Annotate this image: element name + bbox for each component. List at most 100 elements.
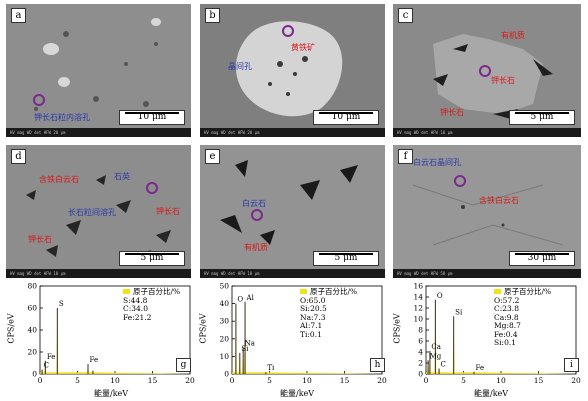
legend-title: 原子百分比/%	[133, 287, 181, 296]
y-tick-label: 40	[219, 299, 229, 308]
x-tick-label: 15	[534, 376, 544, 385]
sem-infobar: HV mag WD det HFW 10 μm	[200, 269, 385, 278]
scale-bar: 30 μm	[509, 251, 575, 266]
x-tick-label: 10	[110, 376, 120, 385]
composition-line: C:23.8	[494, 304, 519, 313]
sem-infobar: HV mag WD det HFW 10 μm	[393, 128, 581, 137]
x-tick-label: 0	[38, 376, 43, 385]
composition-line: Na:7.3	[300, 312, 326, 322]
x-tick-label: 10	[302, 376, 312, 385]
x-axis-label: 能量/keV	[280, 389, 315, 398]
x-tick-label: 10	[496, 376, 506, 385]
panel-label: e	[205, 149, 220, 164]
x-tick-label: 5	[267, 376, 272, 385]
chart-tag: i	[564, 358, 579, 372]
x-tick-label: 15	[148, 376, 158, 385]
composition-line: Mg:8.7	[494, 321, 521, 330]
x-tick-label: 20	[571, 376, 581, 385]
x-tick-label: 20	[185, 376, 195, 385]
y-tick-label: 20	[219, 334, 229, 343]
annotation: 有机质	[501, 31, 525, 40]
sem-image-b	[200, 4, 385, 137]
y-tick-label: 30	[219, 317, 229, 326]
legend-swatch	[494, 289, 501, 294]
y-tick-label: 0	[418, 370, 423, 379]
scale-label: 10 μm	[137, 112, 167, 122]
annotation: 长石粒间溶孔	[68, 208, 116, 217]
y-tick-label: 10	[219, 352, 229, 361]
scale-bar: 10 μm	[119, 110, 185, 125]
y-tick-label: 40	[27, 326, 37, 335]
peak-label: Mg	[430, 352, 442, 360]
panel-label: d	[11, 149, 26, 164]
sem-panel-c: c 有机质 钾长石 钾长石 5 μm HV mag WD det HFW 10 …	[393, 4, 581, 137]
eds-plot-g: 0 5 10 15 20 0 20 40 60 80 C S Fe Fe	[27, 282, 195, 385]
y-tick-label: 80	[27, 282, 37, 291]
y-tick-label: 12	[413, 304, 423, 313]
composition-line: Si:20.5	[300, 304, 327, 313]
sem-panel-b: b 黄铁矿 晶间孔 10 μm HV mag WD det HFW 20 μm	[200, 4, 385, 137]
scale-label: 5 μm	[334, 253, 358, 263]
sem-panel-d: d 含铁白云石 石英 长石粒间溶孔 钾长石 钾长石 5 μm HV mag WD…	[6, 145, 191, 278]
x-axis-label: 能量/keV	[474, 389, 509, 398]
peak-label: Al	[246, 294, 255, 302]
x-tick-label: 5	[461, 376, 466, 385]
composition-line: Fe:0.4	[494, 329, 518, 339]
panel-label: c	[398, 8, 413, 23]
chart-tag: g	[176, 358, 191, 372]
composition-line: Ca:9.8	[494, 312, 519, 322]
annotation: 钾长石	[28, 235, 52, 244]
annotation: 白云石	[242, 199, 266, 208]
eds-chart-g: 0 5 10 15 20 0 20 40 60 80 C S Fe Fe 原子百分比/% S:44.8 C…	[6, 282, 196, 401]
panel-label: f	[398, 149, 413, 164]
scale-label: 10 μm	[331, 112, 361, 122]
composition-line: Si:0.1	[494, 338, 516, 347]
peak-label: C	[441, 361, 446, 369]
composition-line: O:57.2	[494, 295, 520, 305]
sem-panel-e: e 白云石 有机质 5 μm HV mag WD det HFW 10 μm	[200, 145, 385, 278]
chart-tag: h	[370, 358, 385, 372]
y-axis-label: CPS/eV	[392, 313, 402, 344]
legend-swatch	[300, 289, 307, 294]
annotation: 含铁白云石	[479, 196, 519, 205]
composition-line: Al:7.1	[300, 321, 323, 330]
composition-line: C:34.0	[123, 304, 148, 313]
eds-legend: 原子百分比/% O:57.2 C:23.8 Ca:9.8 Mg:8.7 Fe:0…	[494, 287, 551, 348]
peak-label: Na	[245, 340, 255, 348]
y-tick-label: 6	[418, 337, 423, 346]
peak-label: Fe	[47, 353, 56, 361]
y-tick-label: 4	[418, 348, 423, 357]
sem-infobar: HV mag WD det HFW 20 μm	[6, 128, 191, 137]
annotation: 白云石晶间孔	[413, 158, 461, 167]
peak-label: Ti	[267, 364, 275, 372]
annotation: 钾长石	[491, 76, 515, 85]
composition-line: Ti:0.1	[300, 329, 322, 339]
eds-legend: 原子百分比/% O:65.0 Si:20.5 Na:7.3 Al:7.1 Ti:…	[300, 287, 357, 339]
composition-line: S:44.8	[123, 295, 148, 305]
annotation: 晶间孔	[228, 62, 252, 71]
y-axis-label: CPS/eV	[6, 313, 16, 344]
x-tick-label: 0	[424, 376, 429, 385]
x-tick-label: 15	[340, 376, 350, 385]
x-axis-label: 能量/keV	[94, 389, 129, 398]
y-tick-label: 8	[418, 326, 423, 335]
sem-panel-f: f 白云石晶间孔 含铁白云石 30 μm HV mag WD det HFW 5…	[393, 145, 581, 278]
scale-label: 5 μm	[140, 253, 164, 263]
peak-label: S	[59, 300, 64, 308]
x-tick-label: 5	[75, 376, 80, 385]
y-tick-label: 14	[413, 293, 423, 302]
y-tick-label: 50	[219, 282, 229, 291]
scale-bar: 10 μm	[313, 110, 379, 125]
peak-label: C	[44, 362, 49, 370]
y-tick-label: 20	[27, 348, 37, 357]
scale-label: 30 μm	[527, 253, 557, 263]
composition-line: O:65.0	[300, 295, 326, 305]
annotation: 钾长石粒内溶孔	[34, 113, 90, 122]
eds-chart-h: 0 5 10 15 20 0 10 20 30 40 50 O Si Na Al Ti 原子百分比/% O:6…	[198, 282, 390, 401]
x-tick-label: 20	[377, 376, 387, 385]
x-tick-label: 0	[230, 376, 235, 385]
annotation: 黄铁矿	[291, 43, 315, 52]
scale-bar: 5 μm	[509, 110, 575, 125]
scale-bar: 5 μm	[119, 251, 185, 266]
